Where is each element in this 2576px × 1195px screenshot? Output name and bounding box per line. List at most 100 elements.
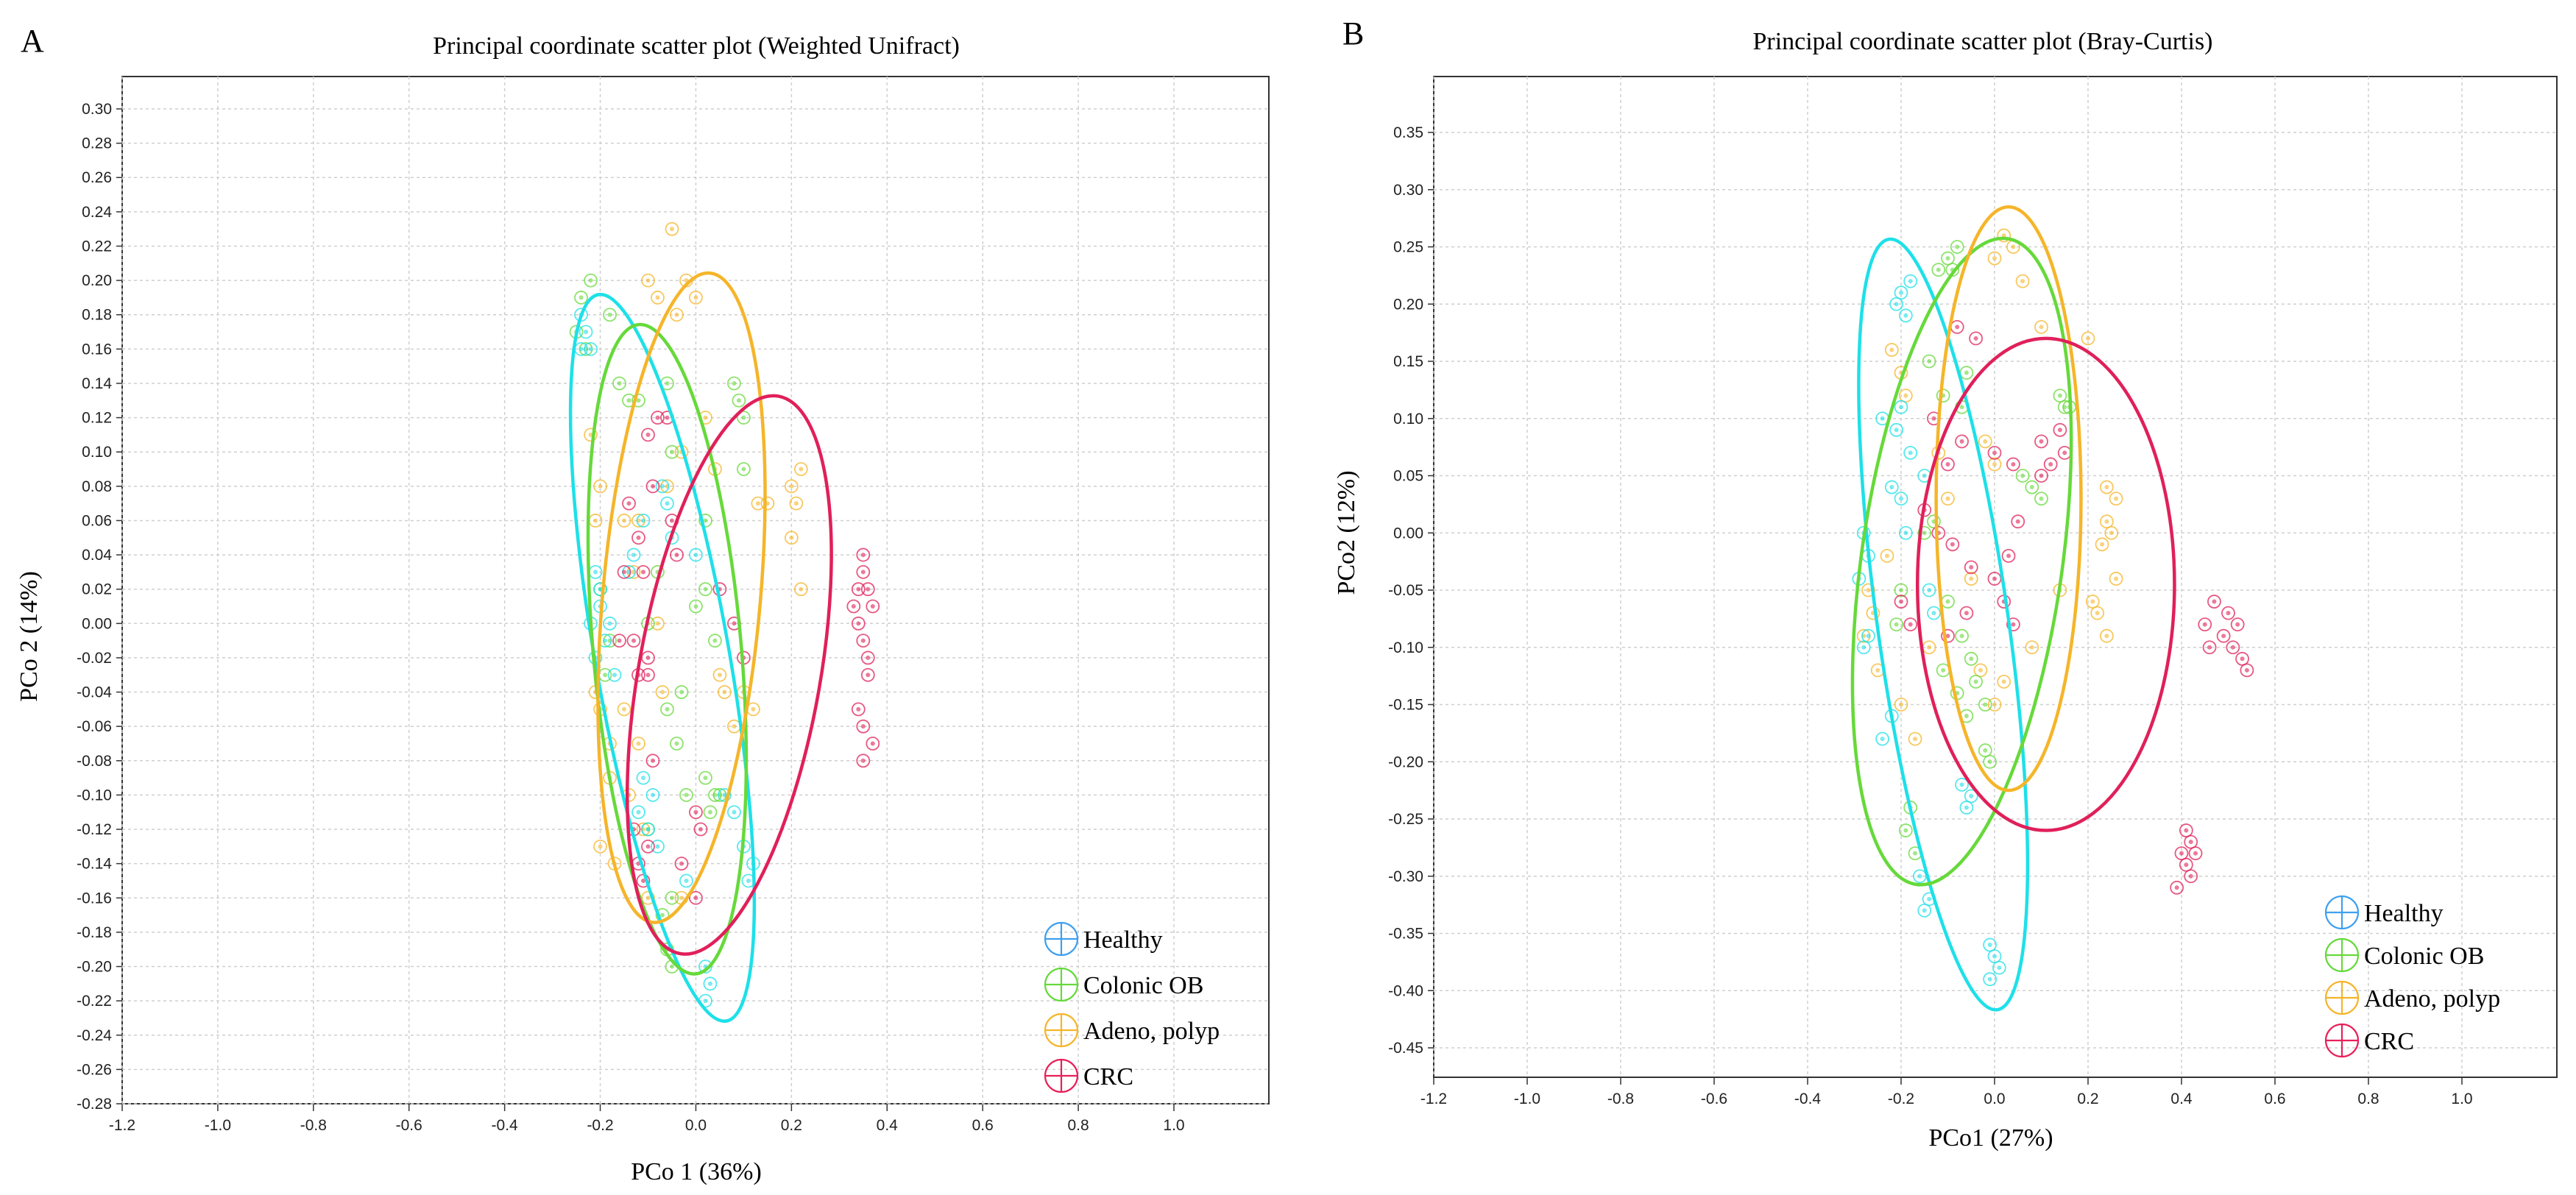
panel-a-point-core-adeno-polyp — [655, 621, 660, 626]
panel-a-point-core-adeno-polyp — [659, 689, 665, 695]
panel-b-point-core-healthy — [1964, 805, 1969, 810]
panel-b-x-tick-label: 0.2 — [2077, 1091, 2098, 1107]
panel-b-point-adeno-polyp — [2099, 480, 2114, 494]
panel-b-point-core-healthy — [1894, 428, 1899, 433]
panel-b-point-core-crc — [2212, 599, 2217, 604]
panel-b-point-core-crc — [2221, 634, 2226, 639]
panel-a-y-tick-label: 0.00 — [82, 615, 112, 632]
panel-a-point-core-adeno-polyp — [598, 844, 603, 849]
panel-b-point-adeno-polyp — [1997, 675, 2011, 689]
panel-a-point-core-adeno-polyp — [799, 586, 804, 592]
panel-a-x-tick-label: -0.6 — [396, 1117, 422, 1134]
panel-b-point-core-healthy — [1880, 416, 1885, 421]
panel-b-point-core-crc — [1931, 416, 1936, 421]
panel-b-title: Principal coordinate scatter plot (Bray-… — [1752, 28, 2213, 55]
panel-a-x-tick-label: -0.8 — [300, 1117, 327, 1134]
panel-a-point-core-crc — [860, 570, 866, 575]
panel-a-point-core-adeno-polyp — [622, 518, 627, 523]
panel-a-point-adeno-polyp — [584, 428, 598, 442]
panel-a-point-core-adeno-polyp — [693, 295, 698, 300]
panel-a-point-healthy — [636, 514, 651, 528]
panel-b-y-tick-label: -0.35 — [1388, 926, 1423, 943]
panel-a-point-core-crc — [870, 604, 875, 609]
panel-b-point-healthy — [1922, 583, 1936, 598]
panel-a-point-crc — [866, 737, 880, 751]
panel-b-point-crc — [2198, 617, 2212, 632]
panel-a-point-crc — [622, 496, 636, 511]
panel-a-y-tick-label: -0.26 — [77, 1061, 112, 1078]
panel-b-point-adeno-polyp — [1941, 492, 1955, 506]
panel-b-point-core-healthy — [1992, 954, 1997, 959]
panel-b-point-crc — [2221, 606, 2235, 620]
panel-a-point-crc — [631, 531, 645, 545]
panel-a-point-core-healthy — [655, 844, 660, 849]
panel-b-point-adeno-polyp — [2081, 331, 2095, 346]
panel-b-point-core-adeno-polyp — [1992, 256, 1997, 261]
panel-a-point-core-crc — [645, 655, 651, 660]
panel-a-point-core-adeno-polyp — [717, 673, 722, 678]
panel-a-point-core-crc — [636, 535, 641, 540]
panel-b-point-core-crc — [2057, 428, 2062, 433]
panel-b-point-core-colonic-ob — [1922, 531, 1927, 536]
panel-b-point-core-crc — [2207, 645, 2212, 650]
panel-b-x-tick-label: -1.2 — [1420, 1091, 1447, 1107]
panel-a-point-core-colonic-ob — [712, 638, 718, 643]
panel-a-point-core-colonic-ob — [741, 467, 746, 472]
panel-a-point-crc — [651, 411, 665, 425]
panel-b-point-core-colonic-ob — [1894, 622, 1899, 627]
panel-a-point-core-crc — [860, 758, 866, 763]
panel-b-point-healthy — [1861, 628, 1875, 643]
panel-a-point-core-adeno-polyp — [789, 535, 794, 540]
panel-b-y-tick-label: 0.30 — [1393, 182, 1423, 199]
panel-a-point-core-colonic-ob — [703, 776, 708, 781]
panel-b-y-tick-label: 0.00 — [1393, 525, 1423, 542]
panel-b-ellipse-adeno-polyp — [1934, 205, 2083, 792]
panel-a-point-core-colonic-ob — [703, 518, 708, 523]
panel-b-point-core-adeno-polyp — [2109, 531, 2114, 536]
panel-a-point-adeno-polyp — [651, 291, 665, 305]
panel-a-point-core-colonic-ob — [659, 912, 665, 918]
panel-b-point-core-crc — [1969, 564, 1974, 570]
panel-b-plot: -1.2 -1.0 -0.8 -0.6 -0.4 -0.2 0.0 0.2 0.4 0.6 0.8 1… — [1388, 76, 2558, 1107]
panel-b-point-crc — [2170, 880, 2184, 895]
panel-a-point-core-healthy — [641, 518, 646, 523]
panel-b-point-core-colonic-ob — [1903, 828, 1908, 833]
panel-b-point-healthy — [1898, 308, 1913, 323]
panel-a-point-crc — [860, 650, 875, 665]
panel-a-point-healthy — [641, 822, 655, 837]
panel-a-point-adeno-polyp — [617, 514, 631, 528]
panel-a-point-core-crc — [866, 673, 871, 678]
panel-a-point-colonic-ob — [727, 376, 741, 391]
panel-b-y-tick-label: -0.05 — [1388, 582, 1423, 599]
panel-a-point-core-crc — [641, 878, 646, 883]
panel-a-point-core-healthy — [659, 483, 665, 489]
panel-b-point-core-adeno-polyp — [2104, 485, 2109, 490]
panel-a-x-tick-label: 0.2 — [781, 1117, 802, 1134]
panel-b-point-core-adeno-polyp — [1866, 588, 1871, 592]
panel-a-point-core-healthy — [732, 809, 737, 815]
panel-b-point-colonic-ob — [1931, 263, 1946, 277]
panel-a-point-healthy — [593, 582, 607, 597]
panel-b-point-crc — [2043, 457, 2058, 472]
panel-b-point-colonic-ob — [1955, 628, 1969, 643]
panel-b-y-tick-label: 0.35 — [1393, 124, 1423, 141]
panel-b-point-core-healthy — [1969, 793, 1974, 798]
panel-a-x-tick-label: -1.0 — [205, 1117, 231, 1134]
panel-a-point-colonic-ob — [732, 393, 746, 408]
panel-b-point-crc — [2230, 617, 2245, 632]
panel-a-y-tick-label: 0.24 — [82, 204, 112, 221]
panel-a-point-colonic-ob — [698, 582, 712, 597]
panel-b-point-healthy — [1889, 297, 1904, 311]
panel-b-y-tick-label: 0.05 — [1393, 468, 1423, 485]
panel-a-point-core-adeno-polyp — [793, 501, 799, 506]
panel-b-legend-label: Adeno, polyp — [2364, 985, 2500, 1013]
panel-b-point-core-crc — [2062, 450, 2067, 455]
panel-a-point-colonic-ob — [660, 702, 674, 717]
panel-a-point-crc — [689, 805, 703, 820]
panel-a-point-healthy — [651, 839, 665, 854]
panel-b-point-crc — [1941, 457, 1955, 472]
panel-b-point-core-healthy — [1899, 290, 1903, 295]
panel-a-point-healthy — [636, 770, 651, 785]
panel-a-point-core-colonic-ob — [679, 689, 684, 695]
panel-b-point-core-adeno-polyp — [1983, 439, 1988, 444]
